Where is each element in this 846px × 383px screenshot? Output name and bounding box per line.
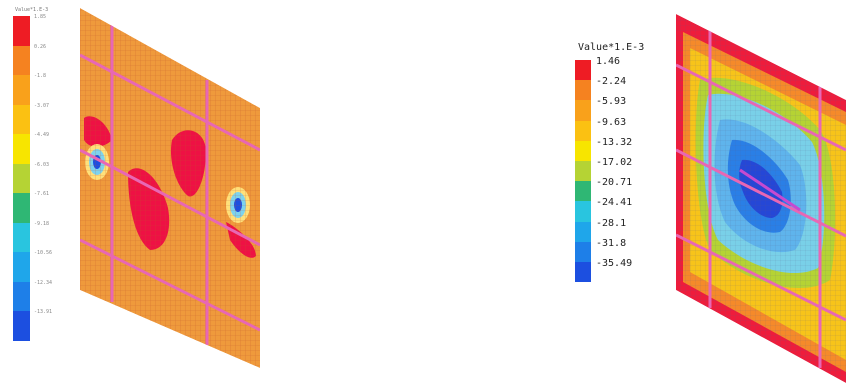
left-legend-swatch-3 <box>13 75 30 105</box>
left-legend-swatch-5 <box>13 134 30 164</box>
right-legend-label-3: -5.93 <box>596 96 627 108</box>
left-plate-surface <box>80 8 260 368</box>
right-legend-swatch-10 <box>575 241 591 262</box>
right-legend-title: Value*1.E-3 <box>578 42 645 53</box>
left-legend-label-8: -9.18 <box>34 220 50 227</box>
right-legend-label-8: -24.41 <box>596 197 633 209</box>
right-legend-label-10: -31.8 <box>596 237 627 249</box>
right-legend-label-7: -20.71 <box>596 177 633 189</box>
right-stiffeners <box>676 30 846 368</box>
left-legend-label-2: 0.26 <box>34 43 47 50</box>
left-legend-label-5: -4.49 <box>34 132 50 138</box>
right-legend-label-6: -17.02 <box>596 157 633 168</box>
left-stiffeners <box>80 25 260 345</box>
right-legend-label-11: -35.49 <box>596 258 633 269</box>
left-legend-swatch-7 <box>13 193 30 223</box>
right-legend-swatch-1 <box>575 60 591 81</box>
left-legend-swatch-2 <box>13 45 30 75</box>
right-legend-label-9: -28.1 <box>596 217 627 229</box>
left-legend-label-3: -1.8 <box>34 73 47 79</box>
right-legend-swatch-6 <box>575 161 591 182</box>
left-legend-title: Value*1.E-3 <box>15 7 49 13</box>
left-legend-swatch-11 <box>13 311 30 341</box>
left-legend-label-7: -7.61 <box>34 191 50 197</box>
left-legend-label-10: -12.34 <box>34 279 53 286</box>
left-legend-label-11: -13.91 <box>34 309 53 315</box>
right-legend-swatch-5 <box>575 140 591 161</box>
left-legend-swatch-10 <box>13 281 30 311</box>
left-legend-swatch-4 <box>13 104 30 134</box>
right-legend-label-1: 1.46 <box>596 56 621 67</box>
right-legend-swatch-11 <box>575 262 591 283</box>
right-legend-swatch-4 <box>575 120 591 141</box>
left-legend-label-1: 1.85 <box>34 14 47 20</box>
left-legend-label-6: -6.03 <box>34 161 50 168</box>
right-legend-label-5: -13.32 <box>596 136 633 148</box>
left-legend-swatch-6 <box>13 163 30 193</box>
left-legend-swatch-8 <box>13 222 30 252</box>
left-legend-label-9: -10.56 <box>34 250 53 256</box>
right-legend-swatch-2 <box>575 80 591 101</box>
left-legend-swatch-9 <box>13 252 30 282</box>
right-legend-swatch-8 <box>575 201 591 222</box>
right-legend-label-4: -9.63 <box>596 116 627 128</box>
right-legend-swatch-9 <box>575 221 591 242</box>
left-legend-swatch-1 <box>13 16 30 46</box>
right-legend-label-2: -2.24 <box>596 76 627 88</box>
right-legend-swatch-3 <box>575 100 591 121</box>
right-legend-swatch-7 <box>575 181 591 202</box>
left-legend-label-4: -3.07 <box>34 102 50 109</box>
right-plate-surface <box>676 14 846 383</box>
